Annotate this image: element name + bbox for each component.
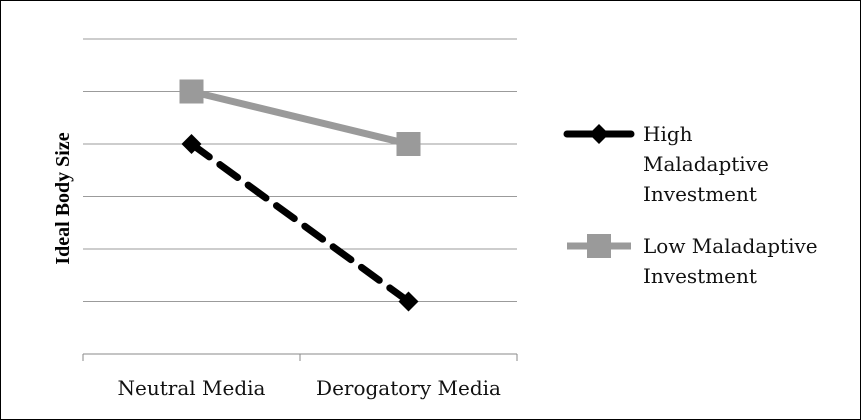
data-point-square <box>179 79 204 104</box>
x-tick-label: Neutral Media <box>118 376 266 400</box>
data-point-diamond <box>181 134 202 154</box>
y-axis-label: Ideal Body Size <box>52 132 74 264</box>
legend-item: Low Maladaptive Investment <box>567 234 818 288</box>
series-line <box>181 134 419 312</box>
data-point-diamond <box>589 124 609 144</box>
legend-label: Investment <box>643 182 757 206</box>
x-tick-label: Derogatory Media <box>316 376 501 400</box>
legend-label: Low Maladaptive <box>643 234 818 258</box>
legend-label: Investment <box>643 264 757 288</box>
data-point-diamond <box>398 291 419 312</box>
series-line <box>179 79 421 156</box>
gridlines <box>83 38 517 302</box>
legend-label: Maladaptive <box>643 152 769 176</box>
legend-label: High <box>643 122 693 146</box>
legend-item: High Maladaptive Investment <box>563 122 769 206</box>
plot-series <box>179 79 421 312</box>
x-axis: Neutral Media Derogatory Media <box>82 353 518 400</box>
data-point-square <box>587 234 611 258</box>
series-path <box>188 140 412 305</box>
series-path <box>190 88 410 148</box>
data-point-square <box>396 132 421 156</box>
